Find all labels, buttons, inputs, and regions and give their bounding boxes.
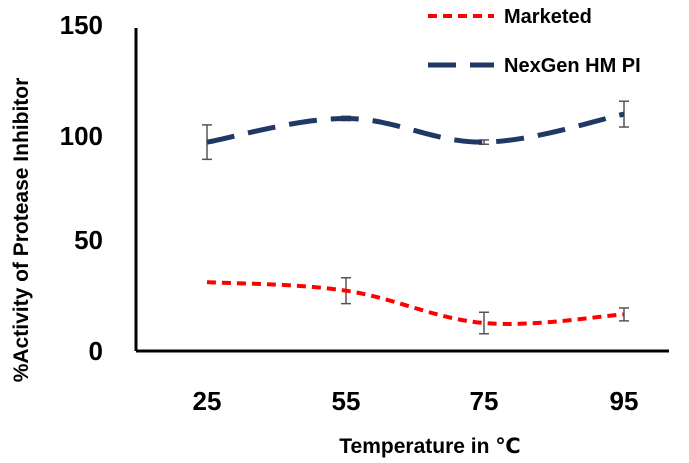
legend-label: NexGen HM PI <box>504 55 641 77</box>
y-tick-label: 50 <box>74 225 103 255</box>
error-bars <box>202 100 629 335</box>
series-line <box>206 280 625 326</box>
y-tick-label: 150 <box>60 10 103 40</box>
y-tick-labels: 0 50 100 150 <box>60 10 103 366</box>
series-lines <box>206 111 625 326</box>
y-axis-title: %Activity of Protease Inhibitor <box>10 78 33 383</box>
y-tick-label: 0 <box>89 336 103 366</box>
x-tick-label: 25 <box>193 386 222 416</box>
x-tick-label: 55 <box>332 386 361 416</box>
legend-label: Marketed <box>504 6 592 28</box>
x-tick-label: 95 <box>610 386 639 416</box>
x-tick-label: 75 <box>470 386 499 416</box>
y-tick-label: 100 <box>60 121 103 151</box>
x-axis-title: Temperature in ℃ <box>339 435 520 458</box>
series-line <box>206 111 625 145</box>
x-tick-labels: 25 55 75 95 <box>193 386 639 416</box>
plot-area <box>134 28 669 353</box>
legend: Marketed NexGen HM PI <box>428 6 641 77</box>
